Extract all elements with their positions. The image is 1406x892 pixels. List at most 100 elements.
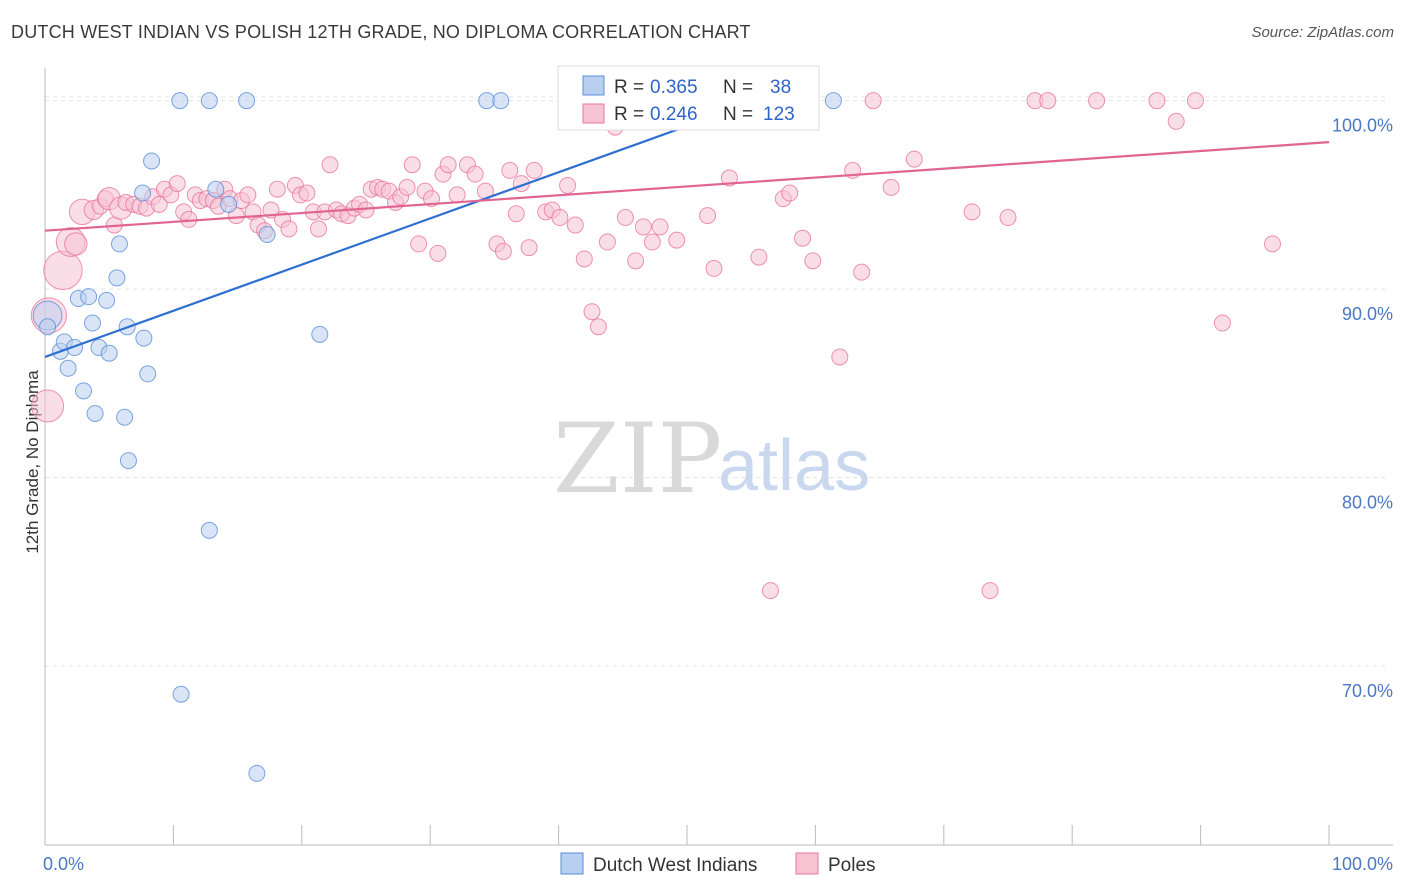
point-poles-61 <box>410 235 428 253</box>
point-poles-94 <box>668 231 686 249</box>
legend-swatch-blue <box>582 75 605 96</box>
point-poles-76 <box>520 239 538 257</box>
point-poles-117 <box>1088 92 1106 110</box>
point-poles-80 <box>551 209 569 227</box>
point-poles-59 <box>398 178 416 196</box>
point-poles-0 <box>31 389 65 423</box>
point-poles-112 <box>963 203 981 221</box>
point-poles-96 <box>699 207 717 225</box>
point-poles-120 <box>1186 92 1204 110</box>
point-poles-44 <box>309 220 327 238</box>
point-poles-39 <box>280 220 298 238</box>
legend-label-dutch-west-indians: Dutch West Indians <box>593 855 757 876</box>
correlation-legend: R = 0.365 N = 38 R = 0.246 N = 123 <box>557 65 820 131</box>
point-dutch-west-indians-30 <box>248 764 266 782</box>
point-poles-67 <box>448 186 466 204</box>
point-poles-97 <box>705 259 723 277</box>
point-dutch-west-indians-9 <box>84 314 102 332</box>
x-tick-labels: 0.0% 100.0% <box>43 854 1393 874</box>
point-dutch-west-indians-31 <box>258 225 276 243</box>
chart-title: DUTCH WEST INDIAN VS POLISH 12TH GRADE, … <box>11 22 751 42</box>
point-dutch-west-indians-1 <box>39 318 57 336</box>
point-poles-121 <box>1213 314 1231 332</box>
point-dutch-west-indians-23 <box>171 92 189 110</box>
point-poles-86 <box>598 233 616 251</box>
point-dutch-west-indians-29 <box>238 92 256 110</box>
legend-r-label-1: R = <box>614 77 644 98</box>
trend-lines <box>44 99 1330 358</box>
point-dutch-west-indians-7 <box>75 382 93 400</box>
axes <box>44 68 1393 846</box>
point-poles-37 <box>268 180 286 198</box>
point-dutch-west-indians-37 <box>824 92 842 110</box>
legend-swatch-poles <box>795 852 819 875</box>
point-dutch-west-indians-15 <box>110 235 128 253</box>
point-poles-116 <box>1039 92 1057 110</box>
point-dutch-west-indians-27 <box>207 180 225 198</box>
point-poles-77 <box>525 161 543 179</box>
point-poles-84 <box>583 303 601 321</box>
point-dutch-west-indians-5 <box>66 339 84 357</box>
x-tick-label-0: 0.0% <box>43 854 84 874</box>
series-poles <box>30 92 1282 600</box>
legend-n-label-1: N = <box>723 77 753 98</box>
point-dutch-west-indians-34 <box>492 92 510 110</box>
point-poles-74 <box>507 205 525 223</box>
point-poles-111 <box>905 150 923 168</box>
point-poles-106 <box>831 348 849 366</box>
grid-lines <box>45 96 1389 667</box>
point-poles-103 <box>781 184 799 202</box>
point-poles-114 <box>999 209 1017 227</box>
point-dutch-west-indians-13 <box>100 344 118 362</box>
point-poles-113 <box>981 582 999 600</box>
point-dutch-west-indians-18 <box>119 452 137 470</box>
trend-line-dutch-west-indians <box>44 99 758 358</box>
point-poles-83 <box>575 250 593 268</box>
point-dutch-west-indians-24 <box>172 685 190 703</box>
point-poles-92 <box>651 218 669 236</box>
trend-line-poles <box>44 141 1330 232</box>
point-poles-122 <box>1264 235 1282 253</box>
y-tick-label-80: 80.0% <box>1342 493 1393 513</box>
point-poles-2 <box>43 250 83 290</box>
point-dutch-west-indians-19 <box>135 329 153 347</box>
point-dutch-west-indians-10 <box>86 404 104 422</box>
point-poles-110 <box>882 178 900 196</box>
point-dutch-west-indians-25 <box>200 92 218 110</box>
point-poles-42 <box>298 184 316 202</box>
legend-label-poles: Poles <box>828 855 876 876</box>
point-dutch-west-indians-28 <box>220 195 238 213</box>
point-poles-100 <box>750 248 768 266</box>
y-tick-label-90: 90.0% <box>1342 304 1393 324</box>
legend-swatch-dutch-west-indians <box>560 852 584 875</box>
point-poles-46 <box>321 156 339 174</box>
point-poles-109 <box>864 92 882 110</box>
point-poles-4 <box>64 232 88 256</box>
point-poles-105 <box>804 252 822 270</box>
legend-r-label-2: R = <box>614 104 644 125</box>
point-poles-64 <box>429 244 447 262</box>
point-poles-69 <box>466 165 484 183</box>
point-dutch-west-indians-33 <box>478 92 496 110</box>
point-dutch-west-indians-8 <box>80 288 98 306</box>
point-poles-119 <box>1167 112 1185 130</box>
point-dutch-west-indians-21 <box>143 152 161 170</box>
legend-r-value-2: 0.246 <box>650 104 698 125</box>
point-dutch-west-indians-14 <box>108 269 126 287</box>
point-poles-108 <box>853 263 871 281</box>
point-poles-73 <box>501 161 519 179</box>
point-poles-20 <box>168 175 186 193</box>
point-poles-66 <box>439 156 457 174</box>
point-poles-60 <box>403 156 421 174</box>
point-poles-118 <box>1148 92 1166 110</box>
point-dutch-west-indians-20 <box>139 365 157 383</box>
series-legend: Dutch West Indians Poles <box>560 852 876 876</box>
point-dutch-west-indians-22 <box>134 184 152 202</box>
point-poles-91 <box>643 233 661 251</box>
y-tick-label-70: 70.0% <box>1342 681 1393 701</box>
legend-n-label-2: N = <box>723 104 753 125</box>
point-poles-82 <box>566 216 584 234</box>
watermark-atlas: atlas <box>718 426 870 506</box>
x-tick-label-100: 100.0% <box>1332 854 1393 874</box>
